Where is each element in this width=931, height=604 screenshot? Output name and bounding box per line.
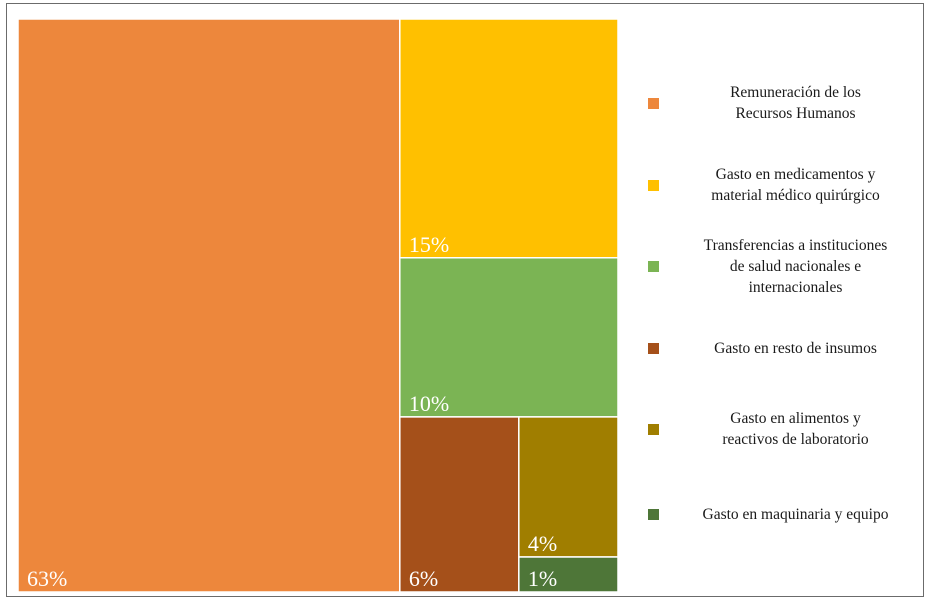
- legend-item-medicamentos: Gasto en medicamentos y material médico …: [637, 164, 927, 206]
- legend-item-maquinaria: Gasto en maquinaria y equipo: [637, 504, 927, 525]
- legend: Remuneración de los Recursos Humanos Gas…: [637, 4, 927, 604]
- label-medicamentos: 15%: [409, 232, 449, 257]
- legend-label-resto-insumos: Gasto en resto de insumos: [714, 340, 877, 357]
- label-resto-insumos: 6%: [409, 566, 438, 591]
- label-remuneracion: 63%: [27, 566, 67, 591]
- legend-swatch-alimentos: [648, 423, 659, 435]
- legend-label-maquinaria: Gasto en maquinaria y equipo: [702, 506, 889, 523]
- tile-maquinaria: [518, 556, 619, 593]
- legend-item-transferencias: Transferencias a instituciones de salud …: [637, 235, 927, 298]
- tile-transferencias: [399, 257, 619, 418]
- chart-frame: 63% 15% 10% 6% 4% 1% Remuneración de los Recu…: [6, 3, 924, 597]
- treemap-chart: 63% 15% 10% 6% 4% 1%: [17, 18, 619, 593]
- tile-resto-insumos: [399, 416, 520, 593]
- tile-remuneracion: [17, 18, 401, 593]
- legend-swatch-transferencias: [648, 261, 659, 272]
- tile-alimentos: [518, 416, 619, 558]
- legend-swatch-maquinaria: [648, 509, 659, 520]
- legend-label-medicamentos: Gasto en medicamentos y material médico …: [711, 166, 880, 204]
- legend-label-remuneracion: Remuneración de los Recursos Humanos: [730, 84, 861, 122]
- legend-label-transferencias: Transferencias a instituciones de salud …: [703, 237, 888, 296]
- legend-item-remuneracion: Remuneración de los Recursos Humanos: [637, 82, 927, 124]
- legend-swatch-remuneracion: [648, 97, 659, 109]
- legend-label-alimentos: Gasto en alimentos y reactivos de labora…: [722, 410, 869, 448]
- label-maquinaria: 1%: [528, 566, 557, 591]
- label-transferencias: 10%: [409, 391, 449, 416]
- legend-item-alimentos: Gasto en alimentos y reactivos de labora…: [637, 408, 927, 450]
- legend-swatch-medicamentos: [648, 179, 659, 191]
- legend-swatch-resto-insumos: [648, 343, 659, 354]
- tile-medicamentos: [399, 18, 619, 259]
- label-alimentos: 4%: [528, 531, 557, 556]
- legend-item-resto-insumos: Gasto en resto de insumos: [637, 338, 927, 359]
